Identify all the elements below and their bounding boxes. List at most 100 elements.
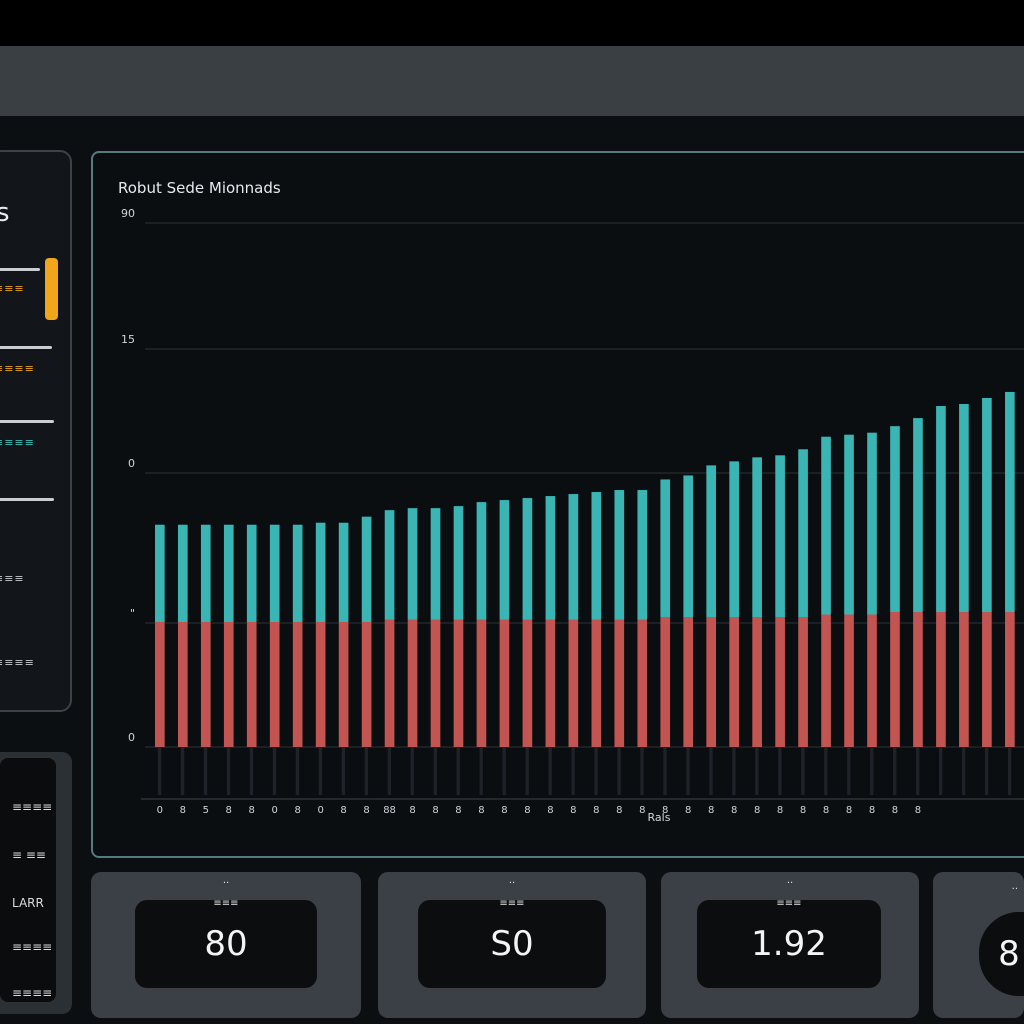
sidebar-toggle[interactable]	[45, 258, 58, 320]
bar-segment-red	[798, 617, 808, 747]
bar-segment-red	[821, 614, 831, 747]
stat-label: ··	[786, 878, 794, 889]
bar-segment-red	[522, 619, 533, 747]
legend-row: ≡≡≡≡	[12, 940, 53, 954]
bar-segment-teal	[913, 418, 923, 612]
stat-value: 1.92	[751, 924, 827, 964]
y-tick-label: 90	[121, 207, 135, 220]
y-tick-label: 0	[128, 457, 135, 470]
bar-segment-teal	[223, 524, 234, 622]
legend-row: ≡ ≡≡	[12, 848, 46, 862]
bar-stem	[640, 747, 644, 795]
sidebar-item-divider	[0, 498, 54, 501]
stat-sublabel: ≡≡≡	[213, 898, 239, 909]
legend-row: ≡≡≡≡	[12, 986, 53, 1000]
bar-segment-teal	[752, 457, 762, 617]
bar-segment-teal	[936, 406, 946, 612]
x-tick-label: 5	[203, 805, 209, 816]
stat-card[interactable]: ·· ≡≡≡ 1.92	[661, 872, 919, 1018]
bar-stem	[548, 747, 552, 795]
bar-segment-teal	[453, 506, 464, 620]
bar-segment-red	[453, 619, 464, 747]
bar-segment-teal	[959, 404, 969, 612]
x-tick-label: 0	[157, 805, 163, 816]
sidebar-title: s	[0, 198, 10, 228]
bar-stem	[686, 747, 690, 795]
bar-segment-red	[867, 614, 877, 747]
bar-stem	[203, 747, 208, 795]
bar-segment-red	[752, 617, 762, 747]
bar-segment-teal	[177, 524, 188, 622]
bar-segment-teal	[522, 498, 533, 620]
x-tick-label: 0	[272, 805, 278, 816]
bar-stem	[663, 747, 667, 795]
bar-segment-red	[637, 619, 648, 747]
x-tick-label: 8	[731, 805, 737, 816]
x-tick-label: 8	[869, 805, 875, 816]
x-tick-label: 8	[892, 805, 898, 816]
y-tick-label: "	[130, 607, 135, 620]
bar-stem	[732, 747, 736, 795]
bar-segment-teal	[476, 502, 487, 620]
bar-segment-red	[476, 619, 487, 747]
bar-segment-red	[614, 619, 625, 747]
x-axis-label: Rals	[648, 811, 671, 824]
x-tick-label: 8	[800, 805, 806, 816]
sidebar-item-label[interactable]: ≡≡≡≡	[0, 656, 35, 669]
bar-segment-teal	[430, 508, 441, 620]
x-tick-label: 8	[524, 805, 530, 816]
bar-segment-red	[177, 622, 188, 747]
bar-stem	[801, 747, 805, 795]
bar-segment-red	[568, 619, 579, 747]
legend-row: LARR	[12, 896, 44, 910]
bar-stem	[984, 747, 989, 795]
bar-segment-red	[959, 612, 969, 747]
x-tick-label: 8	[616, 805, 622, 816]
stat-card[interactable]: ·· ≡≡≡ 80	[91, 872, 361, 1018]
x-tick-label: 8	[409, 805, 415, 816]
bar-segment-teal	[292, 524, 303, 622]
bar-segment-teal	[821, 436, 831, 615]
stat-card[interactable]: ·· 8	[933, 872, 1024, 1018]
bar-segment-teal	[568, 494, 579, 620]
sidebar: s ≡≡≡ ≡≡≡≡ ≡≡≡≡ ≡≡≡ ≡≡≡≡	[0, 150, 72, 712]
bar-segment-red	[338, 622, 349, 747]
bar-segment-red	[223, 622, 234, 747]
x-tick-label: 0	[317, 805, 323, 816]
bar-segment-red	[407, 619, 418, 747]
sidebar-item-label[interactable]: ≡≡≡≡	[0, 362, 35, 375]
bar-segment-teal	[407, 508, 418, 620]
x-tick-label: 8	[639, 805, 645, 816]
bar-stem	[778, 747, 782, 795]
x-tick-label: 8	[478, 805, 484, 816]
y-tick-label: 15	[121, 333, 135, 346]
bar-segment-teal	[545, 496, 556, 620]
legend-panel: ≡≡≡≡ ≡ ≡≡ LARR ≡≡≡≡ ≡≡≡≡	[0, 752, 72, 1014]
bar-segment-teal	[982, 397, 992, 612]
stat-label: ··	[508, 878, 516, 889]
bar-stem	[341, 747, 346, 795]
bar-segment-teal	[361, 516, 372, 622]
x-tick-label: 8	[501, 805, 507, 816]
bar-stem	[318, 747, 323, 795]
sidebar-item-label[interactable]: ≡≡≡	[0, 572, 25, 585]
x-tick-label: 8	[846, 805, 852, 816]
bar-segment-teal	[660, 479, 671, 617]
sidebar-item-label[interactable]: ≡≡≡≡	[0, 436, 35, 449]
x-tick-label: 8	[432, 805, 438, 816]
stat-card[interactable]: ·· ≡≡≡ S0	[378, 872, 646, 1018]
x-tick-label: 8	[662, 805, 668, 816]
bar-stem	[916, 747, 920, 795]
bar-segment-teal	[637, 490, 648, 620]
stat-value: S0	[490, 924, 534, 964]
x-tick-label: 8	[915, 805, 921, 816]
sidebar-item-label[interactable]: ≡≡≡	[0, 282, 25, 295]
bar-stem	[709, 747, 713, 795]
x-tick-label: 88	[383, 805, 396, 816]
sidebar-item-divider	[0, 346, 52, 349]
sidebar-item-divider	[0, 268, 40, 271]
bar-stem	[387, 747, 392, 795]
stat-value: 8	[998, 934, 1020, 974]
stat-inner: ≡≡≡ 80	[135, 898, 317, 988]
bar-segment-red	[683, 617, 694, 747]
